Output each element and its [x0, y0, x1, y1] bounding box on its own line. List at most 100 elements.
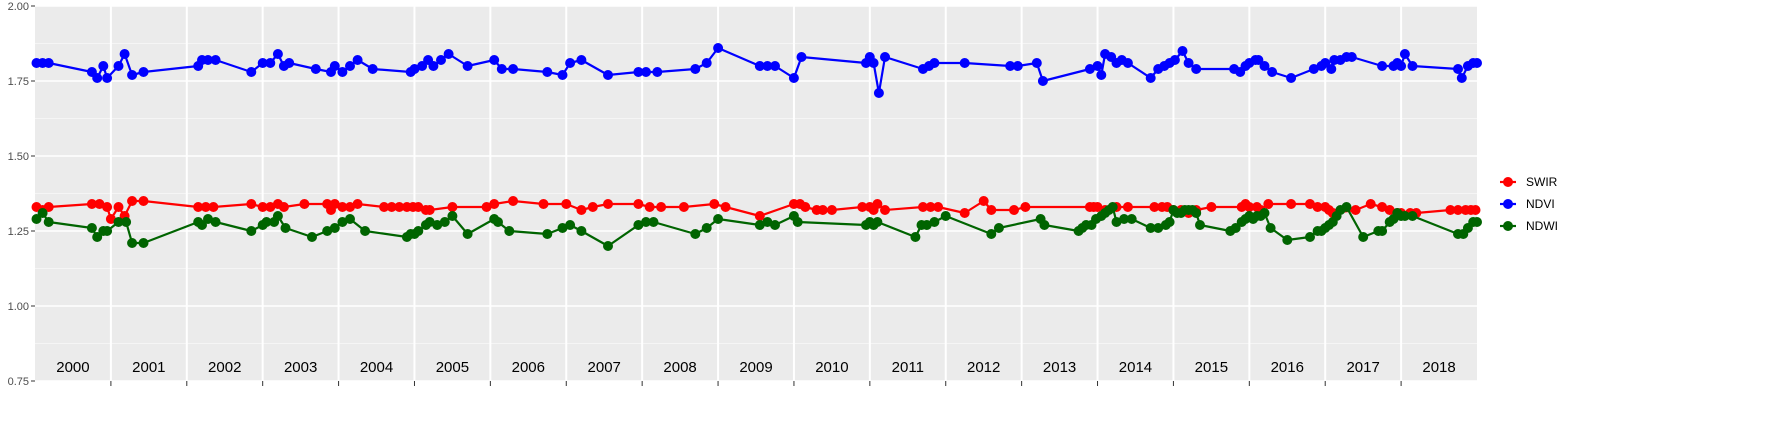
swir-point [337, 202, 348, 212]
ndvi-point [565, 58, 576, 68]
ndvi-point [98, 61, 109, 71]
swir-point [43, 202, 54, 212]
ndwi-point [929, 217, 940, 227]
year-label: 2009 [739, 359, 772, 376]
swir-point [603, 199, 613, 209]
ndwi-point [770, 220, 780, 230]
ndwi-point [910, 232, 921, 242]
swir-point [345, 202, 355, 212]
ndwi-point [690, 229, 701, 239]
ndwi-point [86, 223, 97, 233]
ndvi-point [959, 58, 970, 68]
ndvi-point [345, 61, 355, 71]
swir-point [1350, 205, 1361, 215]
ndvi-point [1012, 61, 1023, 71]
ndwi-point [1153, 223, 1164, 233]
ndwi-point [641, 217, 651, 227]
ndvi-point [265, 58, 276, 68]
year-label: 2014 [1119, 359, 1152, 376]
ndvi-point [489, 55, 500, 65]
ndvi-point [138, 67, 149, 77]
swir-point [817, 205, 828, 215]
ndwi-point [280, 223, 291, 233]
ndwi-point [1377, 226, 1388, 236]
ndvi-point [367, 64, 378, 74]
year-label: 2005 [436, 359, 469, 376]
ndwi-point [261, 217, 272, 227]
y-axis: 0.75 1.00 1.25 1.50 1.75 2.00 [8, 1, 35, 388]
swir-point [413, 202, 424, 212]
ndvi-point [496, 64, 507, 74]
ndvi-point [113, 61, 124, 71]
ndvi-point [603, 70, 613, 80]
ndwi-point [102, 226, 113, 236]
swir-point [918, 202, 928, 212]
ndvi-point [436, 55, 446, 65]
ndvi-point [713, 43, 724, 53]
ndwi-point [1164, 217, 1175, 227]
year-label: 2017 [1346, 359, 1379, 376]
legend-item-ndvi: NDVI [1500, 197, 1555, 211]
year-label: 2002 [208, 359, 241, 376]
ndwi-point [1305, 232, 1315, 242]
ndwi-point [439, 217, 450, 227]
swir-point [1384, 205, 1395, 215]
ndwi-point [1407, 211, 1418, 221]
ndvi-point [92, 73, 103, 83]
swir-point [299, 199, 310, 209]
swir-point [379, 202, 390, 212]
ndvi-point [576, 55, 587, 65]
ndwi-point [633, 220, 644, 230]
swir-point [644, 202, 655, 212]
ndwi-point [246, 226, 257, 236]
ndwi-point [1119, 214, 1130, 224]
ndvi-point [272, 49, 283, 59]
ndwi-point [203, 214, 213, 224]
swir-point [86, 199, 97, 209]
ndvi-point [690, 64, 701, 74]
swir-point [709, 199, 720, 209]
swir-point [933, 202, 944, 212]
ndvi-point [1472, 58, 1482, 68]
swir-point [424, 205, 435, 215]
ndwi-point [493, 217, 503, 227]
ndwi-point [872, 217, 883, 227]
ndvi-point [210, 55, 221, 65]
ndwi-point [307, 232, 317, 242]
swir-point [678, 202, 689, 212]
swir-point [1149, 202, 1160, 212]
ndvi-point [257, 58, 268, 68]
swir-point [481, 202, 492, 212]
ndwi-point [360, 226, 371, 236]
ndvi-point [788, 73, 799, 83]
ndwi-point [576, 226, 587, 236]
ndvi-point [352, 55, 363, 65]
swir-point [394, 202, 405, 212]
ndwi-point [1282, 235, 1293, 245]
ndvi-point [701, 58, 712, 68]
ndvi-point [1183, 58, 1194, 68]
ndwi-point [1126, 214, 1137, 224]
ndwi-point [37, 208, 48, 218]
ndvi-point [1169, 55, 1180, 65]
ndwi-point [210, 217, 221, 227]
swir-point [800, 202, 811, 212]
year-label: 2007 [588, 359, 621, 376]
ndvi-point [409, 64, 420, 74]
ndwi-point [1358, 232, 1369, 242]
y-tick-label: 1.50 [8, 151, 29, 163]
ndvi-point [880, 52, 890, 62]
ndwi-point [1107, 202, 1118, 212]
ndwi-point [413, 226, 424, 236]
ndwi-point [1265, 223, 1276, 233]
ndvi-point [1407, 61, 1418, 71]
ndwi-point [993, 223, 1004, 233]
ndvi-point [1453, 64, 1463, 74]
ndvi-point [43, 58, 54, 68]
ndwi-point [1145, 223, 1156, 233]
y-tick-label: 2.00 [8, 1, 29, 13]
ndwi-point [127, 238, 138, 248]
ndwi-point [1259, 208, 1270, 218]
swir-point [265, 202, 276, 212]
ndwi-point [1472, 217, 1482, 227]
